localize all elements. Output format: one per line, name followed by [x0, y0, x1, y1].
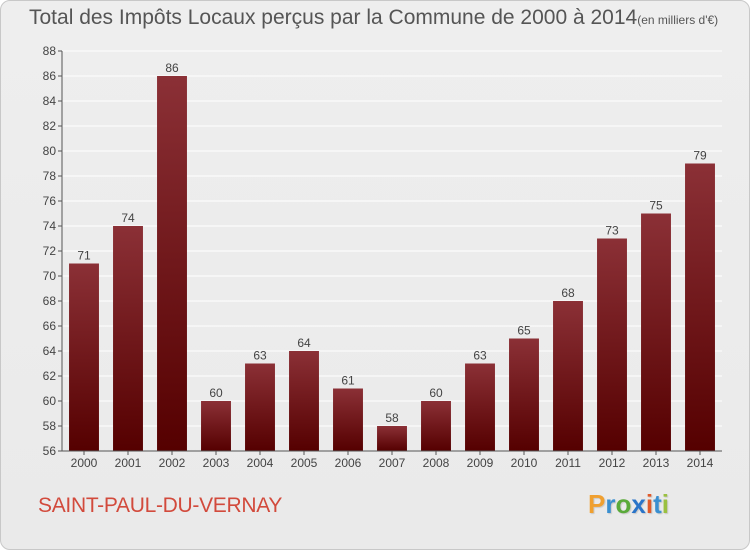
y-tick-label: 80 [43, 144, 57, 158]
x-tick-label: 2008 [423, 456, 450, 470]
bar-value-label: 79 [693, 149, 707, 163]
logo-letter: P [588, 489, 606, 519]
x-tick-label: 2000 [71, 456, 98, 470]
chart-title-text: Total des Impôts Locaux perçus par la Co… [29, 6, 638, 29]
logo-letter: x [631, 489, 646, 519]
bar-value-label: 73 [605, 224, 619, 238]
bar-value-label: 60 [429, 386, 443, 400]
x-tick-label: 2013 [643, 456, 670, 470]
x-tick-label: 2009 [467, 456, 494, 470]
y-tick-label: 88 [43, 44, 57, 58]
x-tick-label: 2014 [687, 456, 714, 470]
x-tick-label: 2011 [555, 456, 581, 470]
bar-value-label: 86 [165, 61, 179, 75]
x-tick-label: 2005 [291, 456, 318, 470]
axes: 56 58 60 62 64 66 68 70 72 74 76 78 80 82 84 86 88 2000 20… [43, 44, 722, 470]
y-tick-label: 60 [43, 394, 57, 408]
logo-letter: o [615, 489, 632, 519]
y-tick-label: 70 [43, 269, 57, 283]
logo-letter: i [661, 489, 669, 519]
bar [245, 363, 275, 451]
bar-value-label: 74 [121, 211, 135, 225]
bar-value-label: 63 [253, 349, 267, 363]
y-tick-label: 86 [43, 69, 57, 83]
x-tick-label: 2010 [511, 456, 538, 470]
bar [553, 301, 583, 451]
bar [597, 238, 627, 451]
y-tick-label: 76 [43, 194, 57, 208]
x-tick-label: 2002 [159, 456, 186, 470]
bar-value-label: 75 [649, 199, 663, 213]
x-tick-label: 2004 [247, 456, 274, 470]
bar [465, 363, 495, 451]
bar [201, 401, 231, 451]
x-tick-label: 2012 [599, 456, 626, 470]
y-tick-label: 56 [43, 444, 57, 458]
bar-value-label: 58 [385, 411, 399, 425]
chart-title: Total des Impôts Locaux perçus par la Co… [29, 6, 718, 30]
bar [421, 401, 451, 451]
y-tick-label: 66 [43, 319, 57, 333]
bar-value-label: 71 [77, 249, 91, 263]
bar-value-label: 61 [341, 374, 355, 388]
bar-value-label: 63 [473, 349, 487, 363]
y-tick-label: 58 [43, 419, 57, 433]
x-tick-label: 2003 [203, 456, 230, 470]
bar [509, 338, 539, 451]
bar [377, 426, 407, 451]
commune-name: SAINT-PAUL-DU-VERNAY [38, 494, 283, 517]
bar [641, 213, 671, 451]
bar-value-label: 64 [297, 336, 311, 350]
y-tick-label: 82 [43, 119, 57, 133]
bar [157, 76, 187, 451]
bar [685, 163, 715, 451]
bars: 71 74 86 60 63 64 61 58 60 63 65 68 73 75 79 [69, 61, 715, 451]
y-tick-label: 68 [43, 294, 57, 308]
bar [289, 351, 319, 451]
bar-value-label: 60 [209, 386, 223, 400]
bar-value-label: 68 [561, 286, 575, 300]
bar-value-label: 65 [517, 324, 531, 338]
y-tick-label: 78 [43, 169, 57, 183]
logo-letter: i [645, 489, 654, 519]
logo-letter: t [653, 489, 662, 519]
bar [113, 226, 143, 451]
y-tick-label: 84 [43, 94, 57, 108]
bar [333, 388, 363, 451]
x-tick-label: 2001 [115, 456, 142, 470]
x-tick-label: 2006 [335, 456, 362, 470]
x-tick-label: 2007 [379, 456, 406, 470]
logo-letter: r [605, 489, 616, 519]
proxiti-logo[interactable]: Proxiti [588, 489, 669, 520]
unit-label: (en milliers d'€) [637, 13, 719, 27]
y-tick-label: 64 [43, 344, 57, 358]
y-tick-label: 74 [43, 219, 57, 233]
bar [69, 263, 99, 451]
y-tick-label: 72 [43, 244, 57, 258]
y-tick-label: 62 [43, 369, 57, 383]
